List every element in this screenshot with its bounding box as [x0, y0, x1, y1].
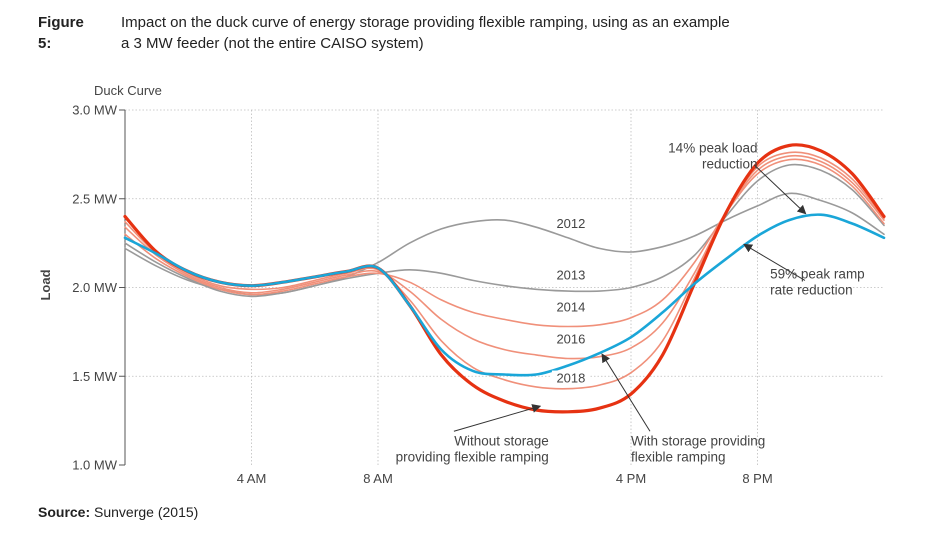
- annotation-arrow-without-storage: [453, 404, 542, 432]
- y-tick-label: 1.0 MW: [72, 458, 118, 473]
- series-line-2016: [124, 154, 885, 360]
- figure-caption-line-1: Impact on the duck curve of energy stora…: [121, 14, 730, 31]
- series-label-bg: [551, 267, 590, 283]
- annotation-text-without-storage: providing flexible ramping: [396, 449, 549, 464]
- annotation-text-peak-load: reduction: [702, 157, 758, 172]
- x-tick-label: 8 AM: [363, 471, 393, 486]
- chart-title: Duck Curve: [94, 83, 162, 98]
- y-tick-label: 1.5 MW: [72, 369, 118, 384]
- annotation-arrow-peak-ramp: [743, 243, 806, 281]
- annotation-arrow-with-storage: [601, 353, 651, 432]
- source-label: Source:: [38, 504, 91, 520]
- annotation-text-peak-ramp: rate reduction: [770, 283, 853, 298]
- series-label-bg: [551, 370, 590, 386]
- figure-label: Figure 5:: [38, 14, 84, 52]
- y-tick-label: 2.5 MW: [72, 191, 118, 206]
- annotation-text-without-storage: Without storage: [454, 433, 549, 448]
- series-label-2012: 2012: [556, 216, 585, 231]
- series-labels: 2012 2013 2014 2016 2018: [551, 216, 590, 386]
- series-label-2013: 2013: [556, 268, 585, 283]
- series-line-2013: [124, 163, 885, 298]
- series-label-2016: 2016: [556, 332, 585, 347]
- series-line-2018: [124, 151, 885, 390]
- series-lines: [123, 143, 886, 414]
- x-tick-label: 4 AM: [237, 471, 267, 486]
- x-tick-label: 4 PM: [616, 471, 646, 486]
- series-line-with-storage-providing-flexible-ramping: [123, 213, 886, 377]
- y-tick-label: 2.0 MW: [72, 280, 118, 295]
- annotation-text-with-storage: flexible ramping: [631, 449, 726, 464]
- series-label-bg: [551, 299, 590, 315]
- figure-caption-line-2: a 3 MW feeder (not the entire CAISO syst…: [121, 35, 424, 52]
- grid-lines: [125, 109, 884, 465]
- y-tick-label: 3.0 MW: [72, 103, 118, 118]
- annotation-text-peak-ramp: 59% peak ramp: [770, 267, 865, 282]
- y-axis-label: Load: [38, 269, 53, 300]
- series-label-2014: 2014: [556, 300, 585, 315]
- series-label-bg: [551, 331, 590, 347]
- axes: 1.0 MW 1.5 MW 2.0 MW 2.5 MW 3.0 MW 4 AM 8 AM 4 …: [72, 103, 772, 487]
- annotation-text-with-storage: With storage providing: [631, 433, 765, 448]
- x-tick-label: 8 PM: [742, 471, 772, 486]
- source-note: Source: Sunverge (2015): [38, 504, 198, 520]
- series-label-2018: 2018: [556, 371, 585, 386]
- source-text: Sunverge (2015): [90, 504, 199, 520]
- series-line-2014: [124, 158, 885, 328]
- series-label-bg: [551, 216, 590, 232]
- annotation-text-peak-load: 14% peak load: [668, 141, 757, 156]
- annotation-arrow-peak-load: [753, 164, 807, 215]
